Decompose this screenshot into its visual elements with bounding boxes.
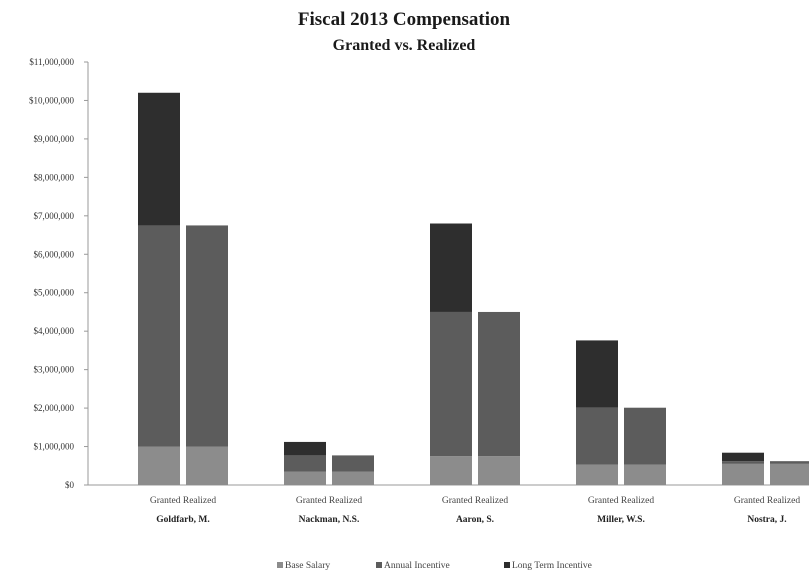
bars (138, 92, 809, 485)
bar-category-label: Granted Realized (296, 496, 362, 506)
bar-segment-base-salary (722, 463, 764, 485)
legend-swatch (376, 562, 382, 568)
bar-segment-base-salary (478, 456, 520, 485)
bar-segment-annual-incentive (722, 461, 764, 464)
y-tick-label: $5,000,000 (34, 288, 75, 298)
legend-label: Long Term Incentive (512, 561, 592, 571)
legend-swatch (504, 562, 510, 568)
legend-label: Annual Incentive (384, 561, 450, 571)
bar-category-label: Granted Realized (442, 496, 508, 506)
y-tick-label: $8,000,000 (34, 172, 75, 182)
y-tick-label: $4,000,000 (34, 326, 75, 336)
bar-segment-long-term-incentive (576, 340, 618, 408)
group-label: Nackman, N.S. (299, 515, 360, 525)
bar-segment-long-term-incentive (722, 452, 764, 462)
group-label: Aaron, S. (456, 515, 494, 525)
y-tick-label: $6,000,000 (34, 249, 75, 259)
y-tick-label: $0 (65, 480, 75, 490)
y-tick-label: $11,000,000 (29, 57, 74, 67)
y-tick-label: $3,000,000 (34, 365, 75, 375)
bar-segment-annual-incentive (576, 407, 618, 465)
bar-segment-long-term-incentive (284, 441, 326, 456)
legend: Base Salary Annual Incentive Long Term Inc… (277, 561, 592, 571)
y-tick-label: $2,000,000 (34, 403, 75, 413)
bar-segment-annual-incentive (284, 455, 326, 472)
bar-segment-annual-incentive (186, 225, 228, 447)
bar-segment-base-salary (430, 456, 472, 485)
y-tick-label: $10,000,000 (29, 95, 75, 105)
group-label: Nostra, J. (747, 515, 786, 525)
bar-segment-base-salary (770, 463, 809, 485)
bar-segment-long-term-incentive (138, 92, 180, 226)
bar-segment-long-term-incentive (430, 223, 472, 312)
y-tick-label: $1,000,000 (34, 442, 75, 452)
bar-segment-base-salary (576, 464, 618, 485)
bar-segment-annual-incentive (332, 455, 374, 472)
y-tick-label: $9,000,000 (34, 134, 75, 144)
chart-title: Fiscal 2013 Compensation (298, 9, 511, 30)
group-label: Miller, W.S. (597, 515, 645, 525)
bar-segment-annual-incentive (478, 311, 520, 457)
bar-segment-base-salary (284, 471, 326, 485)
bar-segment-annual-incentive (430, 311, 472, 457)
legend-swatch (277, 562, 283, 568)
bar-segment-base-salary (332, 471, 374, 485)
bar-segment-annual-incentive (770, 461, 809, 464)
bar-segment-annual-incentive (138, 225, 180, 447)
y-axis-ticks: $0 $1,000,000 $2,000,000 $3,000,000 $4,000,0… (29, 57, 88, 490)
bar-segment-base-salary (186, 446, 228, 485)
chart-subtitle: Granted vs. Realized (333, 37, 476, 54)
bar-category-label: Granted Realized (588, 496, 654, 506)
bar-segment-annual-incentive (624, 407, 666, 465)
y-tick-label: $7,000,000 (34, 211, 75, 221)
group-label: Goldfarb, M. (156, 515, 210, 525)
bar-category-label: Granted Realized (150, 496, 216, 506)
bar-segment-base-salary (624, 464, 666, 485)
bar-category-label: Granted Realized (734, 496, 800, 506)
x-axis-labels: Granted Realized Goldfarb, M. Granted Real… (150, 496, 800, 525)
bar-segment-base-salary (138, 446, 180, 485)
legend-label: Base Salary (285, 561, 330, 571)
